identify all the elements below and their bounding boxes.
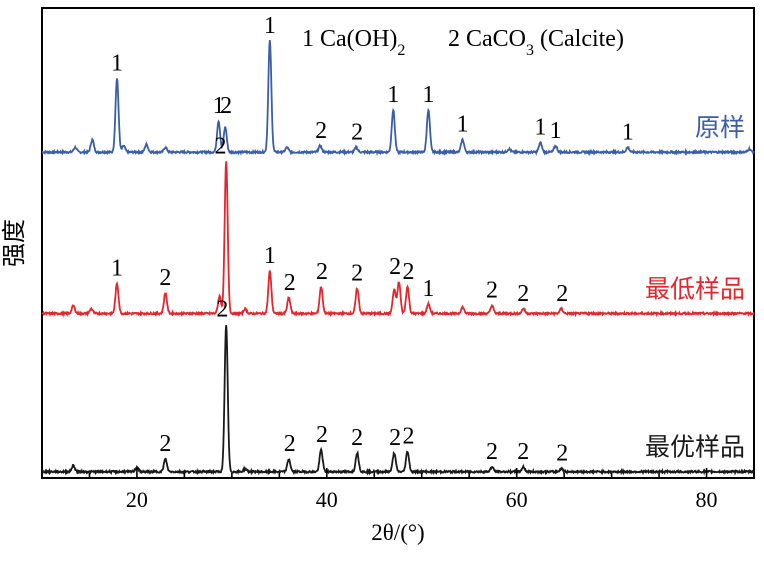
peak-label: 2 — [389, 425, 401, 451]
peak-label: 1 — [111, 256, 123, 282]
peak-label: 1 — [622, 119, 634, 145]
peak-label: 2 — [517, 281, 529, 307]
peak-label: 1 — [550, 118, 562, 144]
x-tick-label: 40 — [316, 487, 338, 512]
peak-label: 1 — [534, 115, 546, 141]
peak-label: 1 — [422, 276, 434, 302]
peak-label: 2 — [316, 422, 328, 448]
peak-label: 2 — [159, 431, 171, 457]
peak-label: 2 — [402, 259, 414, 285]
x-tick-label: 60 — [506, 487, 528, 512]
peak-label: 2 — [486, 439, 498, 465]
series-line-2 — [41, 324, 755, 476]
legend-entry-caco3: 2 CaCO3 (Calcite) — [448, 26, 624, 59]
peak-label: 1 — [387, 82, 399, 108]
peak-label: 2 — [389, 254, 401, 280]
peak-label: 2 — [517, 439, 529, 465]
plot-frame — [41, 7, 755, 479]
peak-label: 2 — [159, 265, 171, 291]
x-axis-title: 2θ/(°) — [371, 520, 424, 545]
series-name-label: 最低样品 — [645, 275, 745, 304]
peak-label: 2 — [402, 423, 414, 449]
peak-label: 2 — [556, 441, 568, 467]
x-axis-ticks: 20 40 60 80 — [88, 468, 718, 512]
peak-label: 2 — [220, 93, 232, 119]
peak-label: 1 — [422, 82, 434, 108]
peak-label: 2 — [214, 134, 226, 160]
series-line-1 — [41, 161, 755, 318]
series-line-0 — [41, 39, 755, 157]
peak-label: 2 — [216, 296, 228, 322]
y-axis-title: 强度 — [0, 219, 28, 267]
series-name-label: 最优样品 — [645, 433, 745, 462]
peak-label: 2 — [316, 259, 328, 285]
peak-label: 2 — [351, 260, 363, 286]
peak-label: 2 — [351, 425, 363, 451]
legend-entry-caoh2: 1 Ca(OH)2 — [302, 26, 405, 59]
peak-label: 2 — [284, 431, 296, 457]
series-name-label: 原样 — [695, 113, 745, 142]
peak-label: 1 — [213, 93, 225, 119]
peak-label: 2 — [486, 278, 498, 304]
peak-label: 2 — [351, 119, 363, 145]
peak-label: 2 — [315, 118, 327, 144]
x-tick-label: 80 — [696, 487, 718, 512]
peak-label: 1 — [111, 51, 123, 77]
peak-label: 2 — [556, 281, 568, 307]
legend: 1 Ca(OH)2 2 CaCO3 (Calcite) — [302, 26, 624, 59]
x-tick-label: 20 — [126, 487, 148, 512]
peak-label: 1 — [264, 243, 276, 269]
traces-group — [41, 39, 755, 476]
peak-label: 2 — [284, 270, 296, 296]
peak-label: 1 — [457, 112, 469, 138]
peak-label: 1 — [264, 13, 276, 39]
